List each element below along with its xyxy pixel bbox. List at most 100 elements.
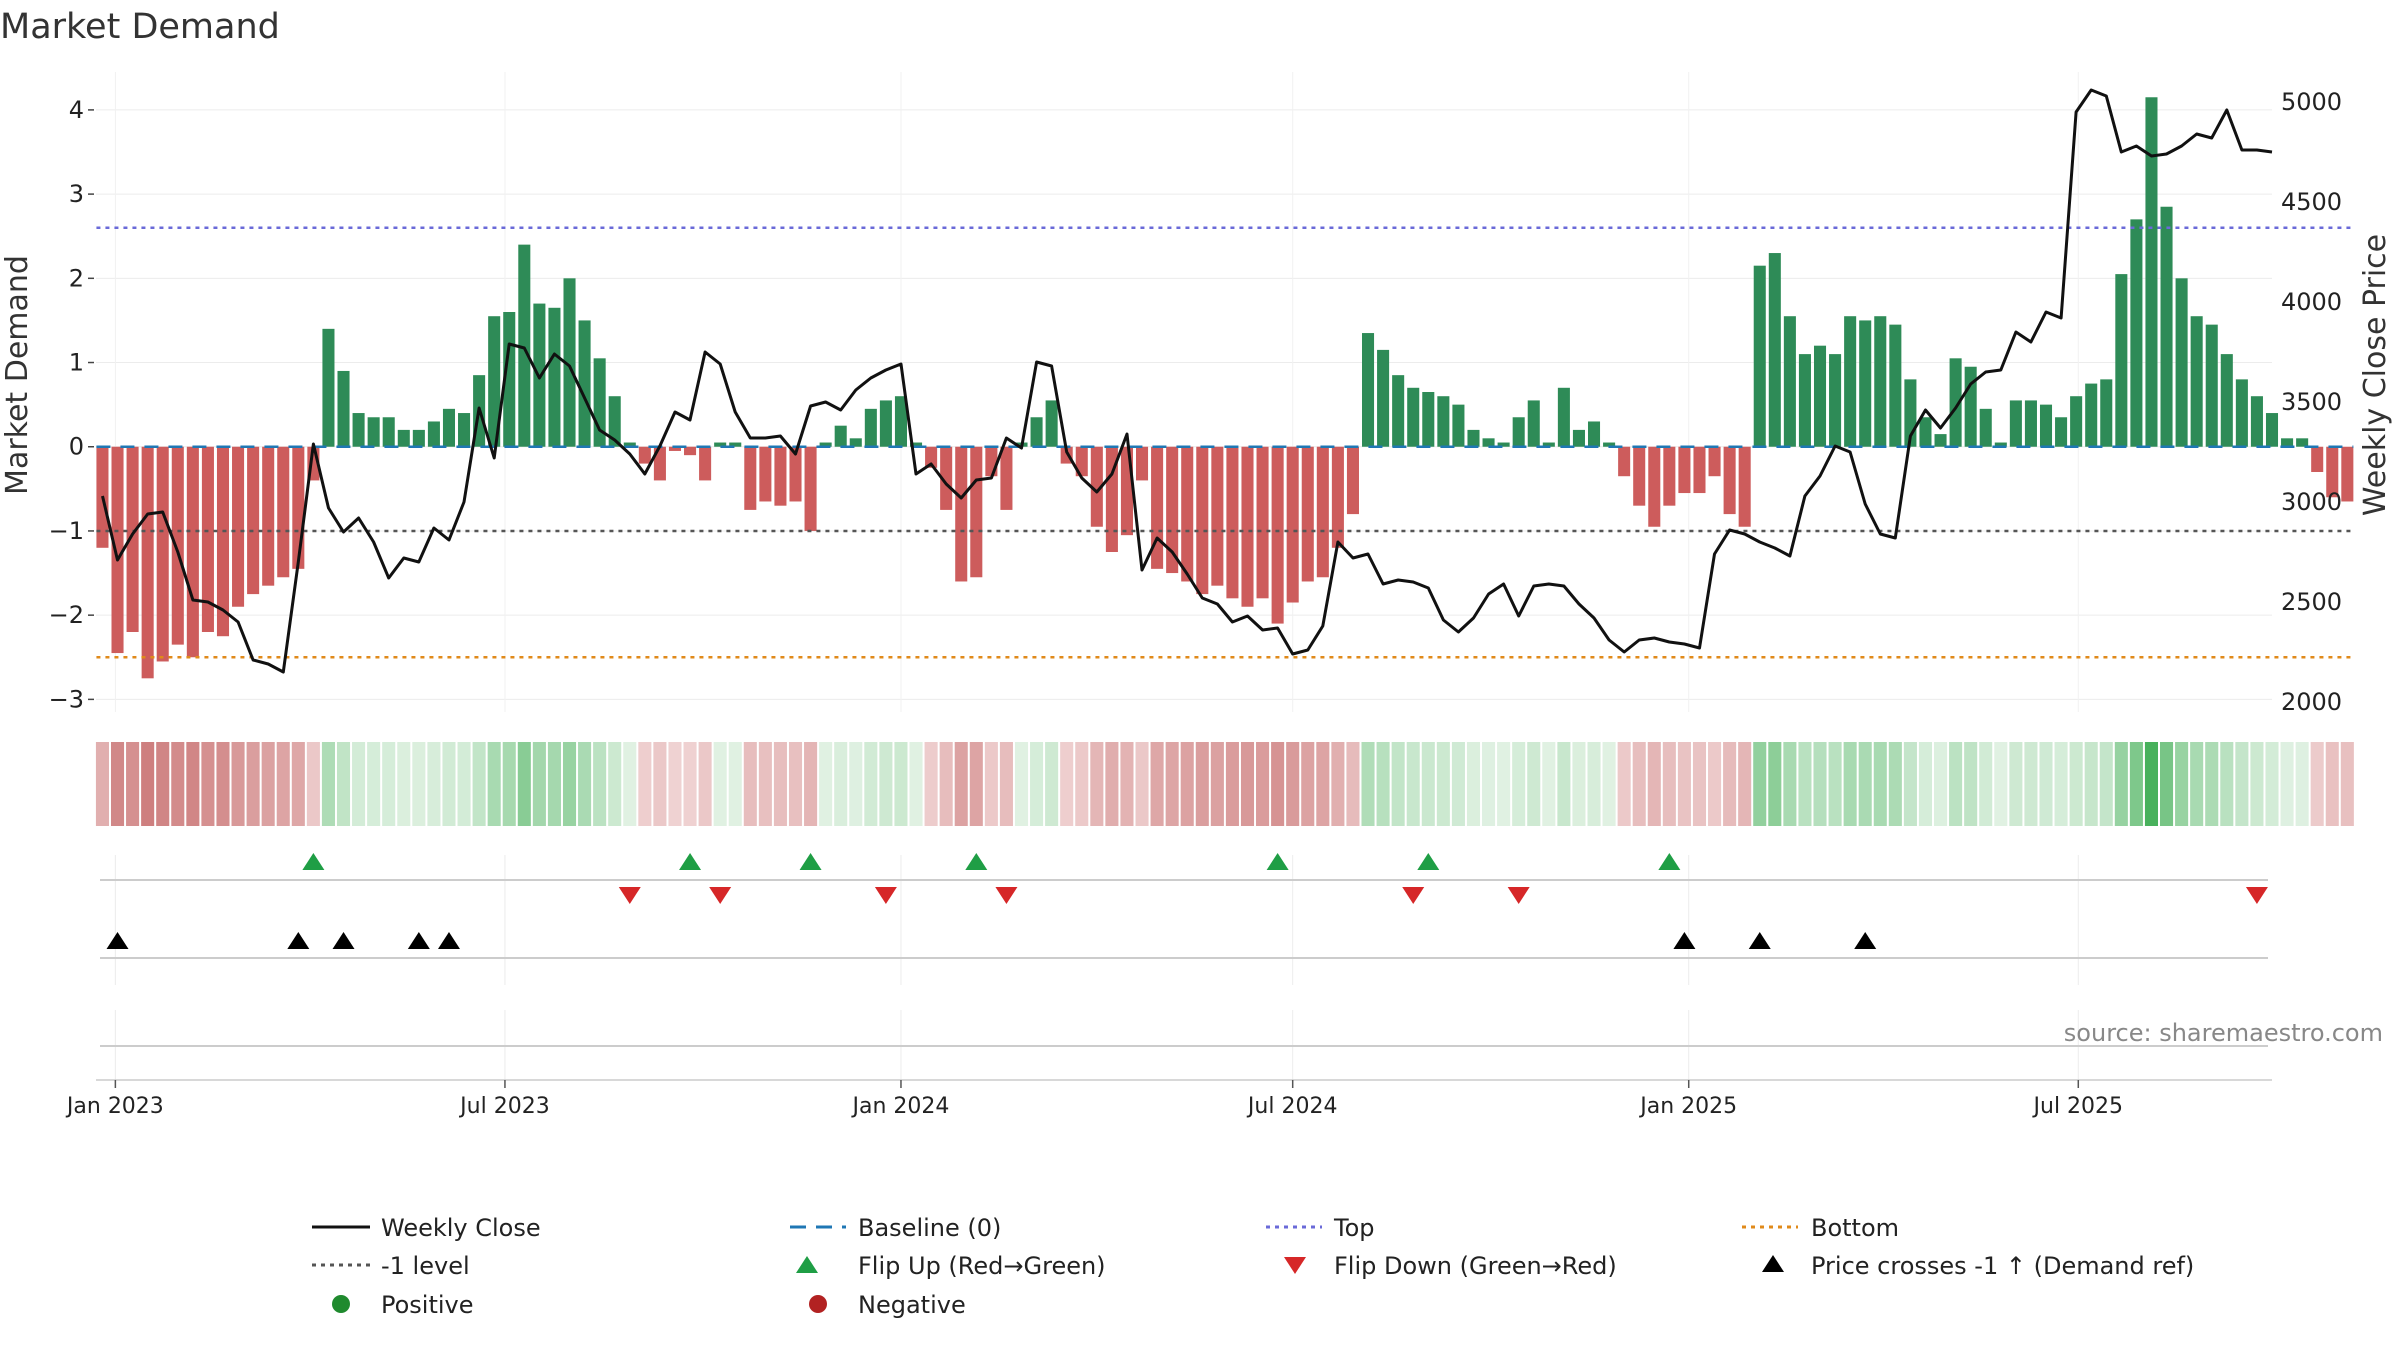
demand-bar bbox=[1196, 446, 1209, 595]
heat-cell bbox=[1753, 742, 1767, 826]
demand-bar bbox=[2070, 396, 2083, 447]
demand-bar bbox=[1919, 417, 1932, 447]
demand-bar bbox=[729, 442, 742, 447]
demand-bar bbox=[548, 307, 561, 447]
demand-bar bbox=[774, 446, 787, 506]
demand-bar bbox=[1151, 446, 1164, 569]
demand-bar bbox=[1949, 358, 1962, 447]
heat-cell bbox=[1798, 742, 1812, 826]
heat-cell bbox=[2280, 742, 2294, 826]
demand-bar bbox=[1000, 446, 1013, 510]
legend-item-negative: Negative bbox=[809, 1291, 966, 1319]
heat-cell bbox=[457, 742, 471, 826]
heat-cell bbox=[1466, 742, 1481, 826]
heat-cell bbox=[427, 742, 441, 826]
demand-bar bbox=[759, 446, 772, 502]
demand-bar bbox=[1723, 446, 1736, 515]
demand-bar bbox=[699, 446, 712, 481]
legend-label: Bottom bbox=[1811, 1214, 1899, 1242]
heat-cell bbox=[1045, 742, 1059, 826]
heat-cell bbox=[1617, 742, 1631, 826]
demand-bar bbox=[1241, 446, 1254, 607]
heat-cell bbox=[1632, 742, 1646, 826]
heat-cell bbox=[1949, 742, 1963, 826]
heat-cell bbox=[1738, 742, 1752, 826]
demand-bar bbox=[2265, 413, 2279, 447]
flip-up-marker bbox=[799, 853, 822, 870]
demand-bar bbox=[126, 446, 139, 632]
heat-cell bbox=[562, 742, 577, 826]
heat-cell bbox=[2175, 742, 2189, 826]
heat-cell bbox=[110, 742, 125, 826]
flip-down-marker bbox=[995, 887, 1018, 904]
demand-bar bbox=[2235, 379, 2248, 447]
y-tick-label: 0 bbox=[69, 433, 84, 461]
demand-bar bbox=[2039, 404, 2053, 447]
demand-bar bbox=[2296, 438, 2309, 447]
demand-bar bbox=[322, 328, 335, 447]
heat-cell bbox=[1451, 742, 1465, 826]
demand-bar bbox=[1633, 446, 1646, 506]
demand-bar bbox=[1452, 404, 1465, 447]
demand-bar bbox=[834, 425, 847, 447]
heat-cell bbox=[728, 742, 742, 826]
demand-bar bbox=[262, 446, 275, 586]
y-tick-label: 2 bbox=[69, 264, 84, 292]
heat-cell bbox=[2265, 742, 2279, 826]
demand-bar bbox=[216, 446, 230, 637]
heat-cell bbox=[638, 742, 652, 826]
demand-bar bbox=[653, 446, 666, 481]
heat-cell bbox=[2235, 742, 2249, 826]
heat-cell bbox=[1692, 742, 1707, 826]
heat-cell bbox=[2250, 742, 2264, 826]
demand-bar bbox=[623, 442, 636, 447]
flip-up-marker bbox=[302, 853, 325, 870]
heat-cell bbox=[1888, 742, 1902, 826]
heat-cell bbox=[2039, 742, 2053, 826]
y-tick-label: −1 bbox=[49, 517, 84, 545]
price-cross-marker bbox=[106, 932, 129, 949]
demand-bar bbox=[111, 446, 124, 654]
heat-cell bbox=[668, 742, 682, 826]
demand-bar bbox=[2311, 446, 2324, 472]
gridlines bbox=[96, 72, 2272, 712]
heat-cell bbox=[1376, 742, 1390, 826]
legend-label: Top bbox=[1333, 1214, 1375, 1242]
demand-bar bbox=[1768, 253, 1781, 447]
heat-cell bbox=[1813, 742, 1827, 826]
source-label: source: sharemaestro.com bbox=[2064, 1019, 2383, 1047]
heat-cell bbox=[1572, 742, 1586, 826]
demand-bar bbox=[1271, 446, 1284, 624]
chart-title: Market Demand bbox=[0, 7, 280, 47]
heat-cell bbox=[1331, 742, 1345, 826]
heat-cell bbox=[1873, 742, 1887, 826]
heat-cell bbox=[1105, 742, 1119, 826]
demand-bar bbox=[1934, 434, 1947, 447]
demand-bar bbox=[232, 446, 245, 607]
price-cross-marker bbox=[287, 932, 310, 949]
heat-cell bbox=[2114, 742, 2128, 826]
legend: Weekly Close Baseline (0) Top Bottom -1 … bbox=[312, 1214, 2194, 1319]
heat-cell bbox=[397, 742, 411, 826]
legend-label: Flip Down (Green→Red) bbox=[1334, 1252, 1617, 1280]
demand-bar bbox=[1557, 387, 1570, 447]
x-tick-label: Jan 2023 bbox=[65, 1094, 164, 1119]
heat-cell bbox=[517, 742, 531, 826]
flip-up-marker bbox=[1417, 853, 1440, 870]
demand-bar bbox=[247, 446, 260, 595]
heat-cell bbox=[412, 742, 426, 826]
heat-cell bbox=[1918, 742, 1933, 826]
demand-bar bbox=[442, 408, 456, 447]
legend-label: Flip Up (Red→Green) bbox=[858, 1252, 1106, 1280]
price-cross-marker bbox=[407, 932, 430, 949]
x-axis-ticks: Jan 2023 Jul 2023 Jan 2024 Jul 2024 Jan 2025… bbox=[65, 1080, 2123, 1119]
heat-cell bbox=[502, 742, 516, 826]
demand-bar bbox=[2130, 219, 2143, 447]
demand-bar bbox=[458, 413, 471, 447]
heat-cell bbox=[1301, 742, 1315, 826]
demand-bar bbox=[1045, 400, 1058, 447]
demand-bar bbox=[1798, 354, 1811, 447]
heat-cell bbox=[472, 742, 486, 826]
demand-bar bbox=[1392, 375, 1405, 447]
y2-axis-label: Weekly Close Price bbox=[2358, 234, 2393, 516]
